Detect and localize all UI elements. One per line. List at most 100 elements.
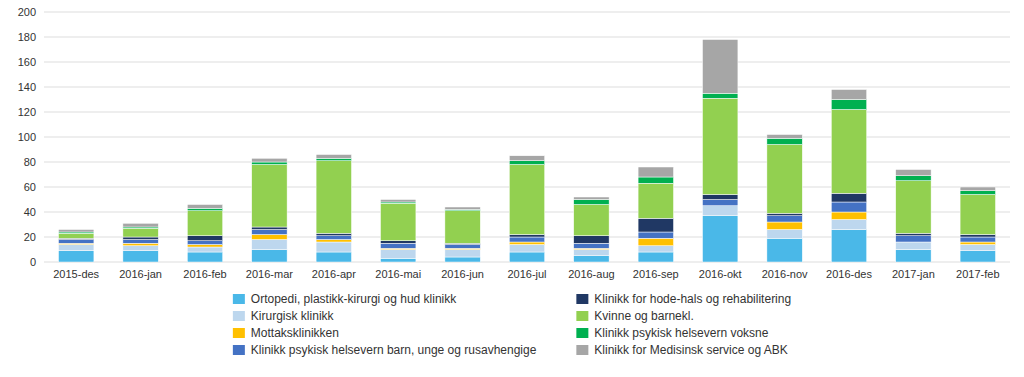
legend-label: Klinikk psykisk helsevern barn, unge og … <box>251 343 537 357</box>
bar-segment <box>767 222 802 230</box>
bar-segment <box>187 241 222 245</box>
bar-segment <box>509 161 544 165</box>
bar-segment <box>831 110 866 194</box>
legend-label: Klinikk for hode-hals og rehabilitering <box>594 292 791 306</box>
bar-segment <box>767 145 802 214</box>
bar-segment <box>960 235 995 238</box>
bars <box>58 40 995 263</box>
x-tick-label: 2016-jun <box>441 268 484 280</box>
y-tick-label: 80 <box>24 156 36 168</box>
bar-segment <box>380 241 415 244</box>
bar-segment <box>123 240 158 244</box>
bar-segment <box>767 238 802 262</box>
bar-segment <box>831 100 866 110</box>
y-tick-label: 140 <box>18 81 36 93</box>
bar-segment <box>445 250 480 258</box>
bar-segment <box>316 158 351 161</box>
grid-line <box>44 12 1010 13</box>
bar-segment <box>187 205 222 209</box>
bar-segment <box>831 212 866 220</box>
legend-swatch <box>233 345 245 355</box>
bar-segment <box>831 202 866 212</box>
y-tick-label: 200 <box>18 6 36 18</box>
bar-segment <box>123 228 158 237</box>
bar-segment <box>960 187 995 191</box>
bar-segment <box>445 257 480 262</box>
bar-segment <box>316 155 351 159</box>
bar-segment <box>380 258 415 262</box>
bar-segment <box>123 251 158 262</box>
bar-segment <box>123 246 158 251</box>
bar-segment <box>960 245 995 251</box>
bar-segment <box>445 245 480 249</box>
bar-segment <box>638 167 673 177</box>
bar-segment <box>896 242 931 250</box>
bar-segment <box>316 242 351 252</box>
legend-swatch <box>576 294 588 304</box>
bar-segment <box>252 240 287 250</box>
bar-segment <box>960 237 995 242</box>
bar-segment <box>509 242 544 245</box>
legend-swatch <box>233 294 245 304</box>
bar-segment <box>380 243 415 248</box>
bar-segment <box>702 216 737 262</box>
x-tick-label: 2016-jan <box>119 268 162 280</box>
bar-segment <box>445 207 480 210</box>
bar-segment <box>252 250 287 263</box>
bar-segment <box>767 135 802 139</box>
bar-segment <box>58 233 93 238</box>
bar-segment <box>509 156 544 161</box>
bar-segment <box>767 230 802 239</box>
bar-segment <box>896 170 931 176</box>
y-tick-label: 100 <box>18 131 36 143</box>
grid <box>44 12 1010 262</box>
bar-segment <box>702 200 737 206</box>
x-tick-label: 2016-des <box>826 268 872 280</box>
bar-segment <box>831 90 866 100</box>
bar-segment <box>509 237 544 242</box>
bar-segment <box>831 220 866 230</box>
bar-segment <box>896 176 931 181</box>
x-tick-label: 2016-feb <box>183 268 226 280</box>
bar-segment <box>638 218 673 232</box>
bar-segment <box>574 243 609 248</box>
bar-segment <box>123 237 158 240</box>
x-tick-label: 2016-jul <box>507 268 546 280</box>
x-tick-label: 2016-apr <box>312 268 356 280</box>
y-tick-label: 40 <box>24 206 36 218</box>
bar-segment <box>58 230 93 233</box>
bar-segment <box>574 236 609 244</box>
y-tick-label: 20 <box>24 231 36 243</box>
bar-segment <box>638 246 673 252</box>
x-tick-label: 2016-sep <box>633 268 679 280</box>
bar-segment <box>896 233 931 236</box>
bar-segment <box>252 230 287 235</box>
bar-segment <box>574 256 609 262</box>
bar-segment <box>380 200 415 203</box>
bar-segment <box>252 162 287 165</box>
bar-segment <box>316 252 351 262</box>
legend-label: Mottaksklinikken <box>251 326 339 340</box>
bar-segment <box>509 245 544 253</box>
legend-label: Klinikk for Medisinsk service og ABK <box>594 343 787 357</box>
bar-segment <box>896 181 931 234</box>
bar-segment <box>252 235 287 240</box>
bar-segment <box>960 195 995 235</box>
bar-segment <box>574 205 609 236</box>
legend-swatch <box>233 311 245 321</box>
bar-segment <box>58 240 93 244</box>
bar-segment <box>574 197 609 200</box>
y-tick-label: 120 <box>18 106 36 118</box>
bar-segment <box>960 251 995 262</box>
bar-segment <box>316 240 351 243</box>
x-tick-label: 2015-des <box>53 268 99 280</box>
x-tick-label: 2016-okt <box>699 268 742 280</box>
bar-segment <box>896 236 931 242</box>
legend-swatch <box>576 328 588 338</box>
bar-segment <box>767 216 802 222</box>
legend-label: Ortopedi, plastikk-kirurgi og hud klinik… <box>251 292 457 306</box>
bar-segment <box>896 250 931 263</box>
legend-swatch <box>576 345 588 355</box>
bar-segment <box>123 223 158 227</box>
bar-segment <box>574 250 609 256</box>
